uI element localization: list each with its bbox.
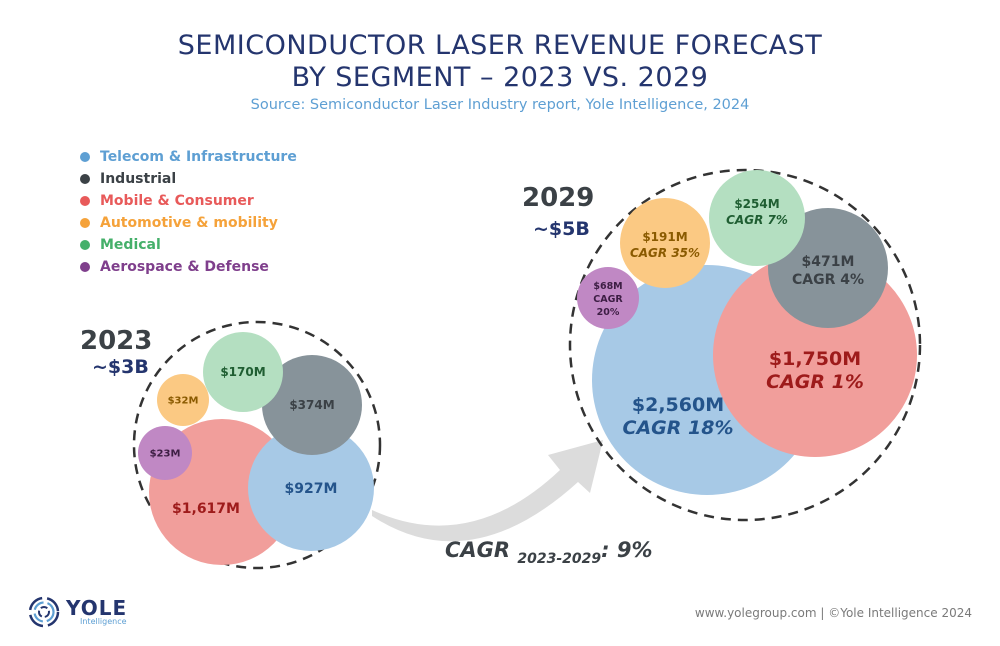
bubble-cagr-label: CAGR 35%: [630, 246, 700, 260]
legend-item: Telecom & Infrastructure: [80, 146, 297, 168]
chart-title-line1: SEMICONDUCTOR LASER REVENUE FORECAST: [177, 30, 823, 61]
year-label-2029: 2029: [522, 183, 595, 213]
legend-dot-icon: [80, 174, 90, 184]
bubble-2029-3: [620, 198, 710, 288]
legend-item: Industrial: [80, 168, 297, 190]
legend-item: Automotive & mobility: [80, 212, 297, 234]
legend-label: Industrial: [100, 171, 177, 187]
growth-arrow: [372, 440, 603, 542]
legend-dot-icon: [80, 196, 90, 206]
legend-dot-icon: [80, 262, 90, 272]
bubble-cagr-label: CAGR 1%: [766, 371, 864, 393]
group-outline-2029: [568, 168, 922, 522]
bubble-2023-1: [262, 355, 362, 455]
legend-label: Aerospace & Defense: [100, 259, 269, 275]
group-outline-2023: [132, 320, 382, 570]
logo-sub: Intelligence: [80, 617, 127, 626]
bubble-value-label: $170M: [220, 365, 265, 379]
bubble-cagr-label: CAGR 4%: [792, 272, 864, 288]
bubble-2029-4: [709, 170, 805, 266]
bubble-value-label: $254M: [734, 197, 779, 211]
chart-subtitle: Source: Semiconductor Laser Industry rep…: [250, 97, 750, 113]
legend: Telecom & Infrastructure Industrial Mobile…: [80, 146, 297, 278]
bubble-value-label: $68M: [593, 281, 622, 292]
legend-item: Aerospace & Defense: [80, 256, 297, 278]
cagr-value: : 9%: [601, 538, 653, 562]
bubble-value-label: $23M: [150, 449, 181, 460]
bubble-2029-5: [577, 267, 639, 329]
bubble-value-label: $32M: [168, 396, 199, 407]
bubble-cagr-label: CAGR 18%: [623, 417, 734, 439]
footer-credit: www.yolegroup.com | ©Yole Intelligence 2…: [694, 606, 972, 620]
cagr-prefix: CAGR: [445, 538, 518, 562]
bubble-value-label: $471M: [802, 254, 855, 270]
legend-dot-icon: [80, 152, 90, 162]
logo-name: YOLE: [66, 596, 128, 620]
total-label-2029: ~$5B: [533, 218, 590, 240]
cagr-period: 2023-2029: [517, 551, 602, 567]
legend-dot-icon: [80, 218, 90, 228]
bubble-cagr-label: CAGR: [593, 294, 623, 305]
bubble-2023-5: [138, 426, 192, 480]
legend-label: Medical: [100, 237, 161, 253]
bubble-value-label: $374M: [289, 398, 334, 412]
legend-label: Automotive & mobility: [100, 215, 278, 231]
chart-title-line2: BY SEGMENT – 2023 VS. 2029: [291, 62, 709, 93]
bubble-value-label: $927M: [285, 481, 338, 497]
legend-label: Mobile & Consumer: [100, 193, 254, 209]
bubble-value-label: $1,617M: [172, 501, 240, 517]
overall-cagr-label: CAGR 2023-2029: 9%: [445, 538, 653, 567]
legend-dot-icon: [80, 240, 90, 250]
bubble-2023-0: [248, 425, 374, 551]
bubble-2023-3: [157, 374, 209, 426]
total-label-2023: ~$3B: [92, 356, 149, 378]
bubble-2023-4: [203, 332, 283, 412]
yole-logo: YOLE Intelligence: [28, 596, 127, 628]
bubble-value-label: $2,560M: [632, 394, 724, 416]
bubble-value-label: $191M: [642, 230, 687, 244]
bubble-cagr-label: 20%: [597, 307, 620, 318]
bubble-cagr-label: CAGR 7%: [726, 213, 788, 227]
yole-swirl-icon: [28, 596, 60, 628]
year-label-2023: 2023: [80, 326, 153, 356]
legend-label: Telecom & Infrastructure: [100, 149, 297, 165]
legend-item: Mobile & Consumer: [80, 190, 297, 212]
legend-item: Medical: [80, 234, 297, 256]
bubble-value-label: $1,750M: [769, 348, 861, 370]
